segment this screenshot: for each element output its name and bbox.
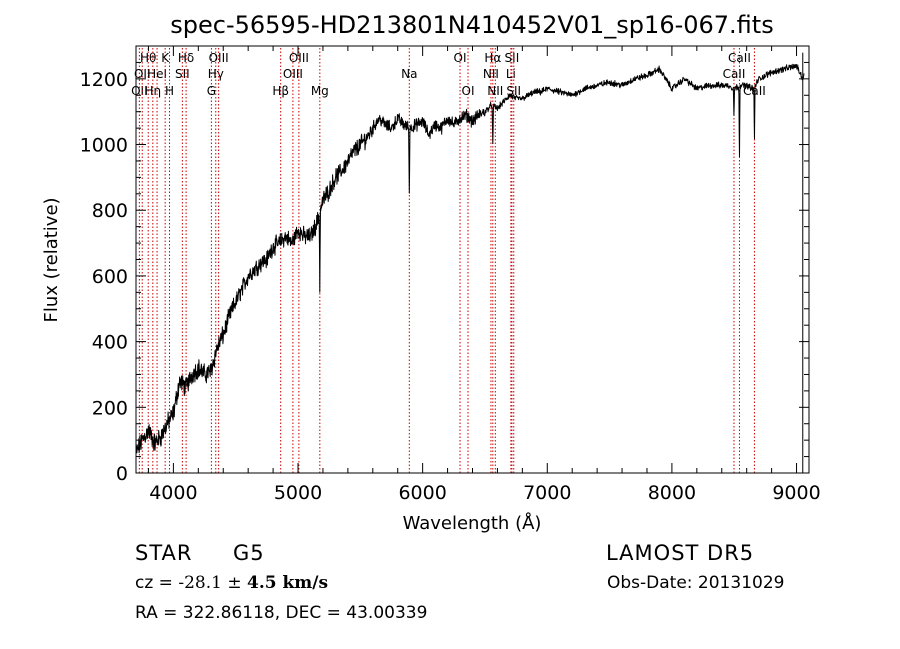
line-marker-label: OIII [283, 67, 303, 81]
line-marker-label: OII [131, 84, 148, 98]
y-tick-label: 0 [116, 463, 128, 485]
line-marker-label: OII [134, 67, 151, 81]
line-marker-label: Hβ [272, 84, 289, 98]
cz-label: cz = [135, 573, 179, 593]
chart-title: spec-56595-HD213801N410452V01_sp16-067.f… [170, 11, 773, 39]
y-tick-label: 200 [92, 397, 128, 419]
line-marker-label: CaII [728, 51, 751, 65]
x-tick-label: 9000 [772, 482, 820, 504]
object-class: STAR [135, 541, 193, 565]
x-axis: 4000 5000 6000 7000 8000 9000 [147, 46, 821, 504]
cz-value: -28.1 [178, 573, 222, 593]
cz-plus-minus: ± [227, 573, 242, 593]
line-marker-label: Mg [311, 84, 329, 98]
line-marker-label: OIII [289, 51, 309, 65]
line-marker-label: H [165, 84, 174, 98]
x-axis-label: Wavelength (Å) [403, 512, 542, 534]
plot-frame [135, 45, 810, 474]
line-marker-label: Na [401, 67, 417, 81]
x-tick-label: 6000 [398, 482, 446, 504]
line-marker-label: Hα [484, 51, 501, 65]
y-axis: 0 200 400 600 800 1000 1200 [80, 61, 809, 485]
line-marker-label: OI [462, 84, 475, 98]
y-tick-label: 600 [92, 266, 128, 288]
line-marker-label: Li [506, 67, 516, 81]
line-marker-label: OI [454, 51, 467, 65]
survey-name: LAMOST DR5 [606, 541, 755, 565]
line-marker-label: K [161, 51, 170, 65]
line-marker-label: CaII [723, 67, 746, 81]
x-tick-label: 5000 [274, 482, 322, 504]
line-marker-label: NII [483, 67, 499, 81]
spectrum-line [135, 63, 805, 454]
y-tick-label: 1000 [80, 135, 128, 157]
line-marker-label: Hθ [140, 51, 156, 65]
y-tick-label: 400 [92, 332, 128, 354]
spectrum-chart: spec-56595-HD213801N410452V01_sp16-067.f… [41, 11, 821, 534]
line-marker-label: OIII [209, 51, 229, 65]
coordinates: RA = 322.86118, DEC = 43.00339 [135, 603, 428, 623]
line-marker-label: G [207, 84, 216, 98]
line-marker-label: NII [487, 84, 503, 98]
line-markers: OIIOIIHθHηHeIKHSIIHδGHγOIIIHβOIIIOIIIMgN… [131, 48, 766, 473]
redshift-line: cz = -28.1 ± 4.5 km/s [135, 573, 328, 593]
x-tick-label: 7000 [523, 482, 571, 504]
x-tick-label: 4000 [149, 482, 197, 504]
line-marker-label: Hδ [178, 51, 194, 65]
subclass: G5 [233, 541, 265, 565]
spectrum-layer [135, 52, 805, 473]
y-tick-label: 800 [92, 200, 128, 222]
line-marker-label: Hη [145, 84, 162, 98]
line-marker-label: Hγ [208, 67, 224, 81]
cz-error: 4.5 km/s [247, 573, 329, 593]
y-axis-label: Flux (relative) [41, 197, 62, 322]
obs-date: Obs-Date: 20131029 [607, 573, 785, 593]
line-marker-label: HeI [147, 67, 167, 81]
line-marker-label: SII [505, 51, 520, 65]
y-tick-label: 1200 [80, 69, 128, 91]
x-tick-label: 8000 [648, 482, 696, 504]
line-marker-label: SII [175, 67, 190, 81]
